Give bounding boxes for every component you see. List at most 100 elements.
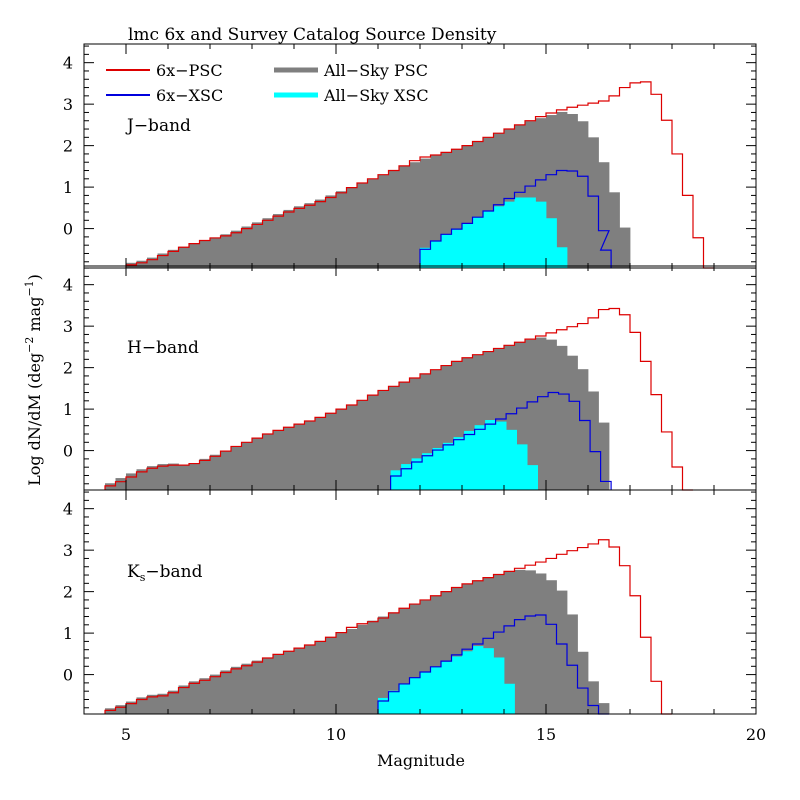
allsky-psc-bar — [241, 663, 253, 714]
allsky-psc-bar — [483, 577, 494, 714]
allsky-xsc-bar — [430, 666, 442, 714]
allsky-xsc-bar — [430, 240, 442, 268]
allsky-psc-bar — [315, 417, 326, 490]
y-tick-label: 4 — [63, 500, 73, 519]
allsky-psc-bar — [147, 694, 158, 714]
y-tick-label: 3 — [63, 541, 73, 560]
y-tick-label: 3 — [63, 95, 73, 114]
y-tick-label: 2 — [63, 137, 73, 156]
allsky-psc-bar — [598, 703, 610, 714]
allsky-xsc-bar — [472, 217, 484, 268]
allsky-xsc-bar — [399, 683, 410, 714]
allsky-psc-bar — [168, 463, 179, 490]
allsky-xsc-bar — [485, 420, 496, 490]
allsky-psc-bar — [304, 421, 316, 490]
x-axis-label: Magnitude — [377, 751, 465, 770]
allsky-psc-bar — [126, 701, 137, 714]
allsky-psc-bar — [546, 580, 557, 714]
allsky-xsc-bar — [378, 697, 389, 714]
allsky-psc-bar — [588, 391, 599, 490]
allsky-xsc-bar — [388, 690, 400, 714]
band-label-sub: s — [140, 571, 146, 584]
band-label: J−band — [125, 116, 191, 136]
allsky-xsc-bar — [535, 201, 547, 268]
psc6x-histogram-line — [125, 81, 714, 269]
allsky-xsc-bar — [451, 656, 463, 714]
allsky-psc-bar — [115, 478, 127, 490]
allsky-psc-bar — [577, 651, 589, 714]
allsky-psc-bar — [283, 651, 295, 714]
allsky-psc-bar — [105, 483, 116, 490]
allsky-psc-bar — [472, 354, 484, 490]
allsky-psc-bar — [525, 570, 536, 714]
allsky-psc-bar — [588, 681, 599, 714]
allsky-psc-bar — [346, 628, 358, 714]
y-axis-label: Log dN/dM (deg−2 mag−1) — [23, 274, 44, 486]
panel-1: 0 1 2 3 4 J−band — [63, 43, 757, 269]
allsky-psc-bar — [157, 464, 169, 490]
x-tick-label: 20 — [746, 725, 766, 744]
allsky-psc-bar — [493, 133, 505, 268]
allsky-psc-bar — [399, 382, 410, 490]
allsky-xsc-bar — [483, 648, 494, 714]
allsky-psc-bar — [409, 604, 421, 714]
allsky-psc-bar — [220, 234, 232, 268]
allsky-xsc-bar — [422, 453, 433, 490]
y-axis-label-pre: Log dN/dM (deg — [25, 353, 44, 486]
allsky-psc-bar — [609, 192, 620, 268]
allsky-psc-bar — [346, 404, 358, 490]
allsky-psc-bar — [252, 438, 263, 490]
allsky-psc-bar — [157, 253, 169, 268]
xsc6x-histogram-line — [419, 169, 612, 268]
allsky-psc-bar — [210, 674, 221, 714]
allsky-psc-bar — [178, 246, 190, 268]
allsky-psc-bar — [367, 620, 379, 714]
allsky-psc-bar — [598, 422, 610, 490]
allsky-psc-bar — [220, 670, 232, 714]
allsky-psc-bar — [262, 218, 274, 268]
allsky-psc-bar — [388, 386, 400, 490]
allsky-psc-bar — [336, 191, 347, 268]
allsky-xsc-bar — [453, 437, 465, 490]
y-axis-label-exp1: −2 — [23, 337, 36, 353]
allsky-xsc-bar — [514, 197, 526, 268]
allsky-psc-bar — [441, 365, 452, 490]
xsc6x-histogram-line — [390, 391, 612, 490]
band-label-main: K — [127, 562, 140, 582]
allsky-xsc-bar — [504, 683, 515, 714]
xsc6x-histogram-line — [377, 614, 609, 715]
allsky-xsc-bar — [483, 211, 494, 268]
allsky-psc-bar — [294, 648, 305, 714]
allsky-psc-bar — [493, 574, 505, 714]
y-tick-label: 0 — [63, 666, 73, 685]
allsky-psc-bar — [346, 187, 358, 268]
allsky-psc-bar — [535, 337, 547, 490]
allsky-psc-bar — [147, 257, 158, 268]
allsky-psc-bar — [546, 115, 557, 268]
y-tick-label: 0 — [63, 220, 73, 239]
allsky-xsc-bar — [441, 234, 452, 268]
allsky-psc-bar — [525, 121, 536, 268]
allsky-psc-bar — [556, 345, 568, 490]
legend-label: 6x−XSC — [156, 86, 223, 105]
allsky-psc-bar — [283, 209, 295, 268]
y-tick-label: 3 — [63, 317, 73, 336]
allsky-psc-bar — [178, 685, 190, 714]
allsky-psc-bar — [147, 466, 158, 490]
legend-label: All−Sky PSC — [323, 61, 428, 80]
allsky-psc-bar — [210, 454, 221, 490]
y-axis-label-mid: mag — [25, 297, 44, 337]
allsky-psc-bar — [483, 137, 494, 268]
x-tick-label: 10 — [326, 725, 346, 744]
allsky-xsc-bar — [443, 442, 454, 490]
allsky-psc-bar — [273, 430, 284, 490]
y-tick-label: 1 — [63, 624, 73, 643]
allsky-psc-bar — [430, 155, 442, 268]
allsky-psc-bar — [388, 170, 400, 268]
allsky-psc-bar — [577, 369, 589, 490]
allsky-psc-bar — [315, 641, 326, 714]
allsky-psc-bar — [514, 342, 526, 490]
allsky-psc-bar — [273, 214, 284, 268]
allsky-psc-bar — [136, 697, 148, 714]
allsky-psc-bar — [304, 203, 316, 268]
